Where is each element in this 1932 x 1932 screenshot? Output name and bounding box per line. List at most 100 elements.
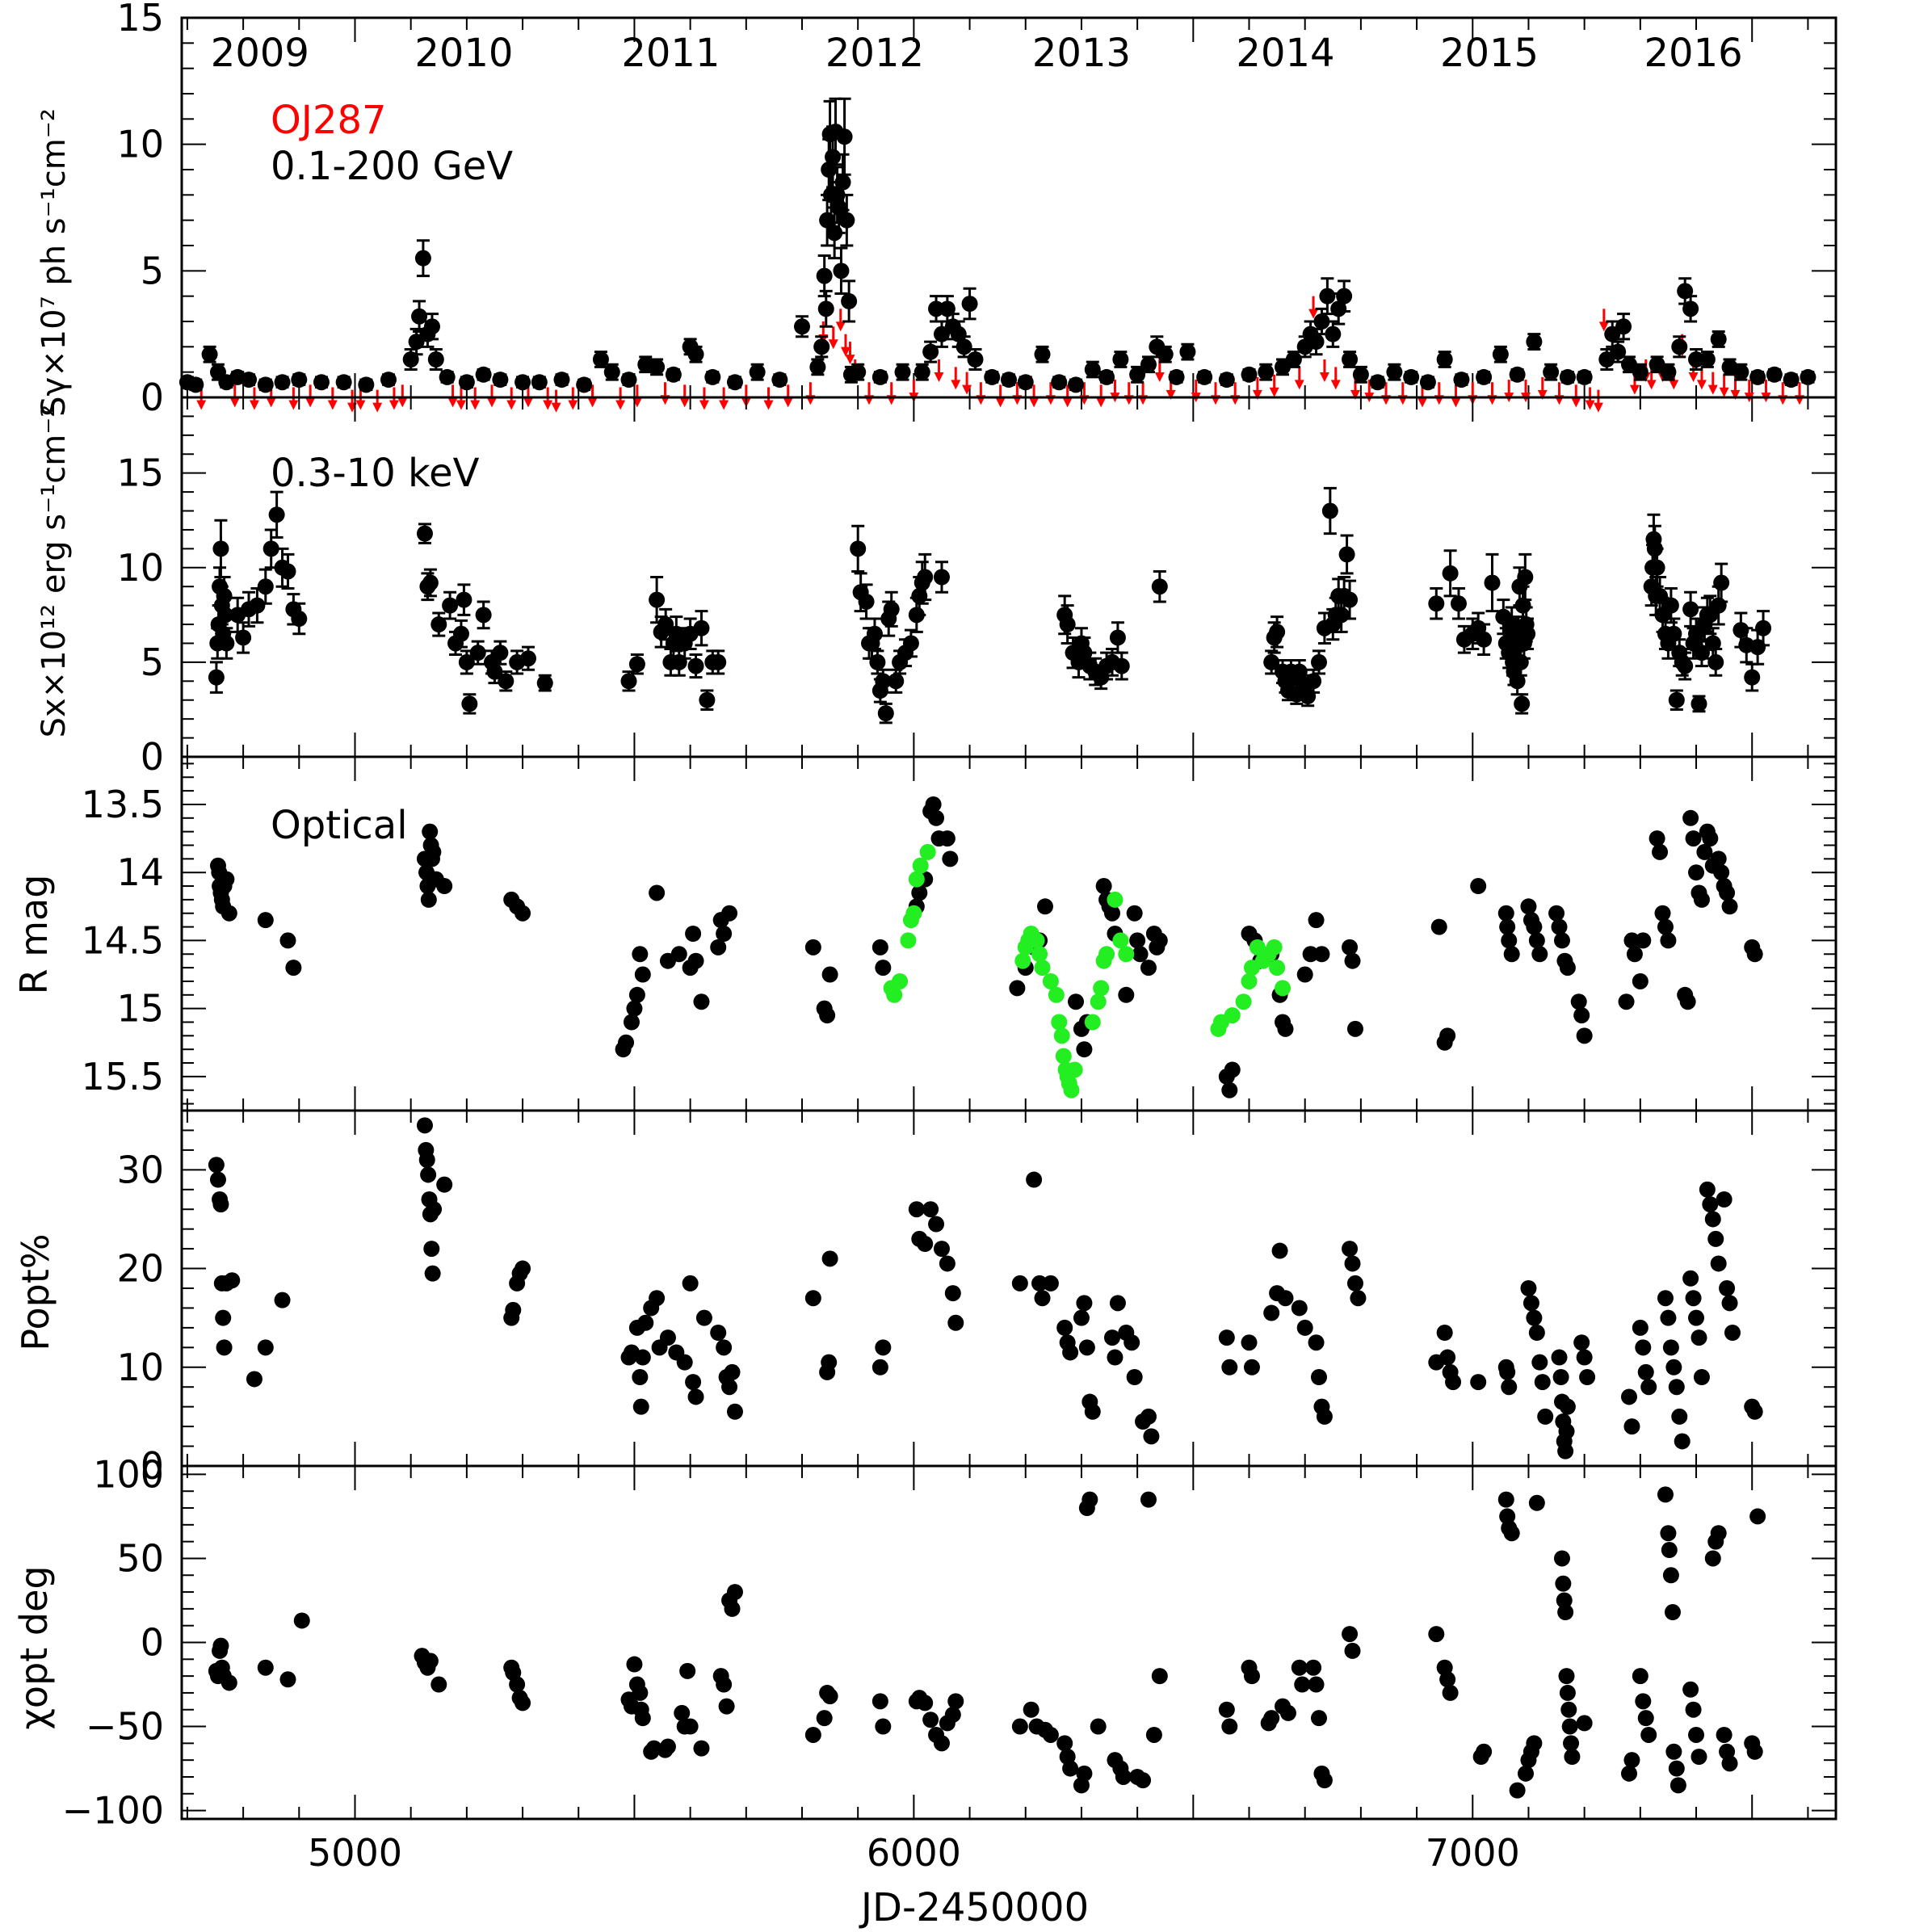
polarization-data-point bbox=[1076, 1295, 1093, 1312]
polarization-data-point bbox=[418, 1152, 435, 1169]
pol_angle-data-point bbox=[279, 1671, 296, 1688]
gamma-data-point bbox=[914, 363, 930, 380]
xray-data-point bbox=[519, 650, 536, 667]
gamma-data-point bbox=[956, 338, 972, 355]
optical-data-point bbox=[721, 905, 738, 922]
optical-data-point-green bbox=[1090, 993, 1107, 1010]
xray-data-point bbox=[628, 656, 645, 673]
pol_angle-data-point bbox=[1135, 1772, 1152, 1789]
pol_angle-data-point bbox=[1243, 1668, 1260, 1685]
polarization-data-point bbox=[1470, 1374, 1487, 1391]
gamma-data-point bbox=[1386, 363, 1403, 380]
polarization-data-point bbox=[821, 1354, 838, 1371]
polarization-data-point bbox=[632, 1369, 649, 1385]
gamma-data-point bbox=[1051, 374, 1068, 391]
gamma-data-point bbox=[1419, 374, 1436, 391]
gamma-data-point bbox=[1610, 343, 1627, 360]
polarization-data-point bbox=[872, 1359, 888, 1376]
gamma-data-point bbox=[1001, 372, 1017, 388]
optical-data-point bbox=[1151, 932, 1168, 949]
upper-limit-arrowhead bbox=[1571, 397, 1581, 408]
gamma-data-point bbox=[1559, 368, 1576, 385]
optical-data-point bbox=[1548, 905, 1565, 922]
upper-limit-arrowhead bbox=[679, 397, 690, 408]
polarization-data-point bbox=[1682, 1270, 1699, 1287]
pol_angle-data-point bbox=[1560, 1701, 1577, 1718]
gamma-data-point bbox=[1308, 334, 1325, 351]
xray-data-point bbox=[442, 597, 459, 614]
polarization-data-point bbox=[1277, 1290, 1294, 1307]
xray-data-point bbox=[1690, 695, 1707, 712]
upper-limit-arrowhead bbox=[1418, 397, 1427, 408]
polarization-data-point bbox=[1140, 1408, 1157, 1425]
optical-data-point-green bbox=[1275, 980, 1292, 997]
pol_angle-data-point bbox=[430, 1676, 447, 1693]
polarization-data-point bbox=[1350, 1290, 1367, 1307]
gamma-data-point bbox=[817, 300, 834, 317]
xray-data-point bbox=[902, 635, 919, 652]
optical-data-point bbox=[1296, 966, 1313, 983]
pol_angle-data-point bbox=[1518, 1765, 1534, 1782]
upper-limit-arrowhead bbox=[1629, 384, 1640, 395]
xray-data-point bbox=[1732, 622, 1749, 639]
upper-limit-arrowhead bbox=[845, 355, 855, 365]
gamma-data-point bbox=[1800, 368, 1816, 385]
xray-data-point bbox=[422, 574, 439, 591]
gamma-data-point bbox=[687, 346, 704, 363]
gamma-data-point bbox=[726, 374, 743, 391]
pol_angle-data-point bbox=[1526, 1735, 1543, 1752]
gamma-data-point bbox=[1179, 343, 1196, 360]
polarization-y-tick-label: 30 bbox=[116, 1148, 164, 1191]
polarization-y-tick-label: 10 bbox=[116, 1346, 164, 1389]
optical-y-tick-label: 15.5 bbox=[82, 1055, 164, 1098]
gamma-data-point bbox=[649, 359, 666, 376]
optical-data-point bbox=[1652, 843, 1669, 860]
xray-data-point bbox=[1342, 591, 1359, 608]
pol_angle-data-point bbox=[220, 1674, 237, 1691]
pol_angle-data-point bbox=[1056, 1735, 1073, 1752]
polarization-data-point bbox=[1657, 1290, 1674, 1307]
polarization-data-point bbox=[1640, 1379, 1657, 1396]
pol_angle-data-point bbox=[1151, 1668, 1168, 1685]
year-label: 2010 bbox=[414, 31, 513, 76]
upper-limit-arrowhead bbox=[1294, 380, 1304, 390]
pol_angle-data-point bbox=[1690, 1749, 1707, 1766]
pol_angle-data-point bbox=[1657, 1486, 1674, 1503]
gamma-data-point bbox=[1342, 351, 1359, 368]
xray-data-point bbox=[498, 673, 514, 690]
polarization-data-point bbox=[1534, 1374, 1551, 1391]
pol_angle-data-point bbox=[1668, 1760, 1685, 1777]
polarization-data-point bbox=[1526, 1309, 1543, 1326]
optical-data-point bbox=[220, 905, 237, 922]
pol_angle-data-point bbox=[1308, 1676, 1325, 1693]
gamma-data-point bbox=[1352, 366, 1369, 383]
polarization-data-point bbox=[216, 1339, 233, 1356]
pol_angle-data-point bbox=[922, 1712, 939, 1728]
optical-data-point bbox=[422, 823, 439, 840]
polarization-data-point bbox=[1557, 1443, 1574, 1460]
optical-data-point bbox=[285, 960, 302, 976]
xray-data-point bbox=[1682, 601, 1699, 618]
xray-band-label: 0.3-10 keV bbox=[271, 451, 480, 496]
optical-data-point bbox=[1702, 830, 1719, 847]
pol_angle-data-point bbox=[1439, 1671, 1456, 1688]
pol_angle-data-point bbox=[1662, 1567, 1679, 1584]
gamma-data-point bbox=[414, 250, 431, 267]
optical-data-point-green bbox=[1093, 980, 1110, 997]
pol_angle-data-point bbox=[1140, 1491, 1157, 1508]
polarization-data-point bbox=[1263, 1304, 1280, 1321]
optical-data-point bbox=[819, 1007, 836, 1024]
pol_angle-data-point bbox=[1553, 1550, 1570, 1567]
polarization-data-point bbox=[685, 1374, 702, 1391]
optical-data-point bbox=[257, 912, 274, 929]
gamma-data-point bbox=[592, 351, 609, 368]
pol_angle-data-point bbox=[1558, 1668, 1575, 1685]
polarization-data-point bbox=[1721, 1295, 1738, 1312]
gamma-data-point bbox=[1699, 351, 1716, 368]
pol_angle-data-point bbox=[1218, 1701, 1235, 1718]
polarization-data-point bbox=[1073, 1309, 1090, 1326]
xray-data-point bbox=[869, 653, 886, 670]
upper-limit-arrowhead bbox=[543, 400, 553, 410]
pol_angle-y-tick-label: 0 bbox=[141, 1621, 164, 1665]
pol_angle-data-point bbox=[1640, 1726, 1657, 1743]
